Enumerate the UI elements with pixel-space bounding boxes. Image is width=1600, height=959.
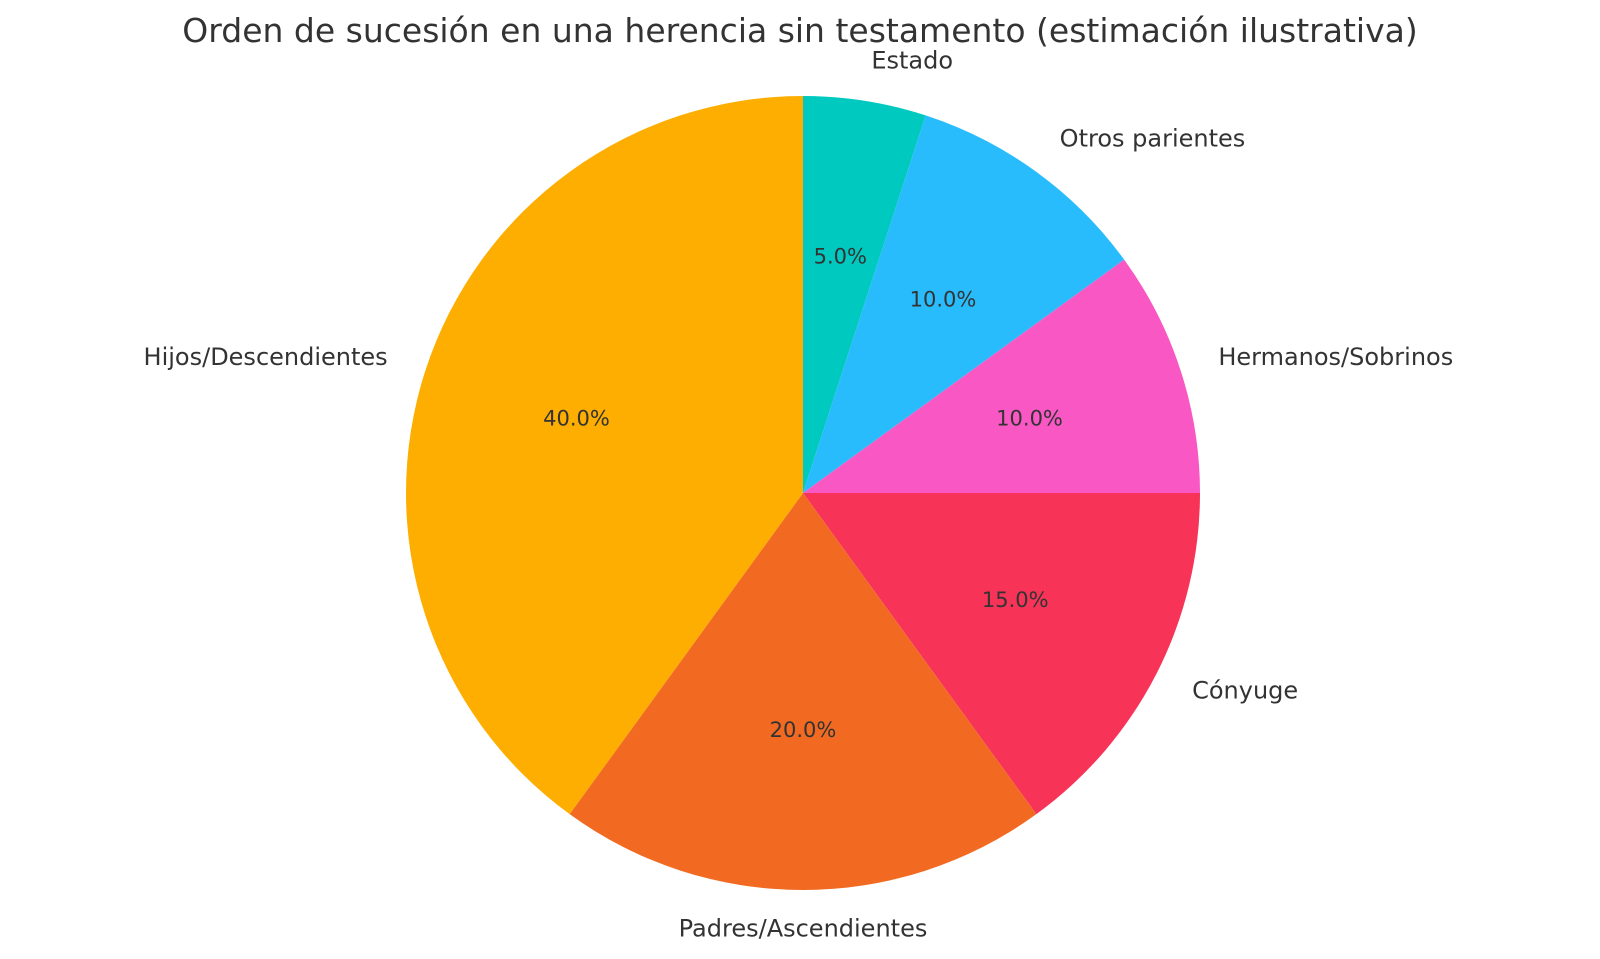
slice-label-hijos-descendientes: Hijos/Descendientes bbox=[144, 343, 388, 371]
pie-slice-hermanos-sobrinos bbox=[803, 259, 1200, 493]
pie-slices bbox=[405, 96, 1200, 890]
slice-label-hermanos-sobrinos: Hermanos/Sobrinos bbox=[1218, 343, 1453, 371]
slice-percent-hermanos-sobrinos: 10.0% bbox=[996, 406, 1063, 430]
slice-percent-otros-parientes: 10.0% bbox=[910, 287, 977, 311]
slice-percent-padres-ascendientes: 20.0% bbox=[770, 718, 837, 742]
chart-title: Orden de sucesión en una herencia sin te… bbox=[182, 11, 1417, 50]
slice-label-estado: Estado bbox=[871, 47, 953, 75]
pie-slice-conyuge bbox=[803, 493, 1200, 815]
slice-label-padres-ascendientes: Padres/Ascendientes bbox=[679, 915, 928, 943]
slice-label-otros-parientes: Otros parientes bbox=[1060, 125, 1246, 153]
pie-labels: Estado 5.0% Otros parientes 10.0% Hermanos/S… bbox=[144, 47, 1454, 943]
slice-percent-estado: 5.0% bbox=[814, 245, 867, 269]
slice-percent-conyuge: 15.0% bbox=[982, 588, 1049, 612]
slice-percent-hijos-descendientes: 40.0% bbox=[543, 406, 610, 430]
pie-slice-estado bbox=[803, 96, 926, 493]
pie-slice-otros-parientes bbox=[803, 115, 1125, 493]
pie-slice-hijos-descendientes bbox=[405, 96, 803, 815]
slice-label-conyuge: Cónyuge bbox=[1192, 676, 1298, 704]
pie-slice-padres-ascendientes bbox=[569, 493, 1037, 890]
